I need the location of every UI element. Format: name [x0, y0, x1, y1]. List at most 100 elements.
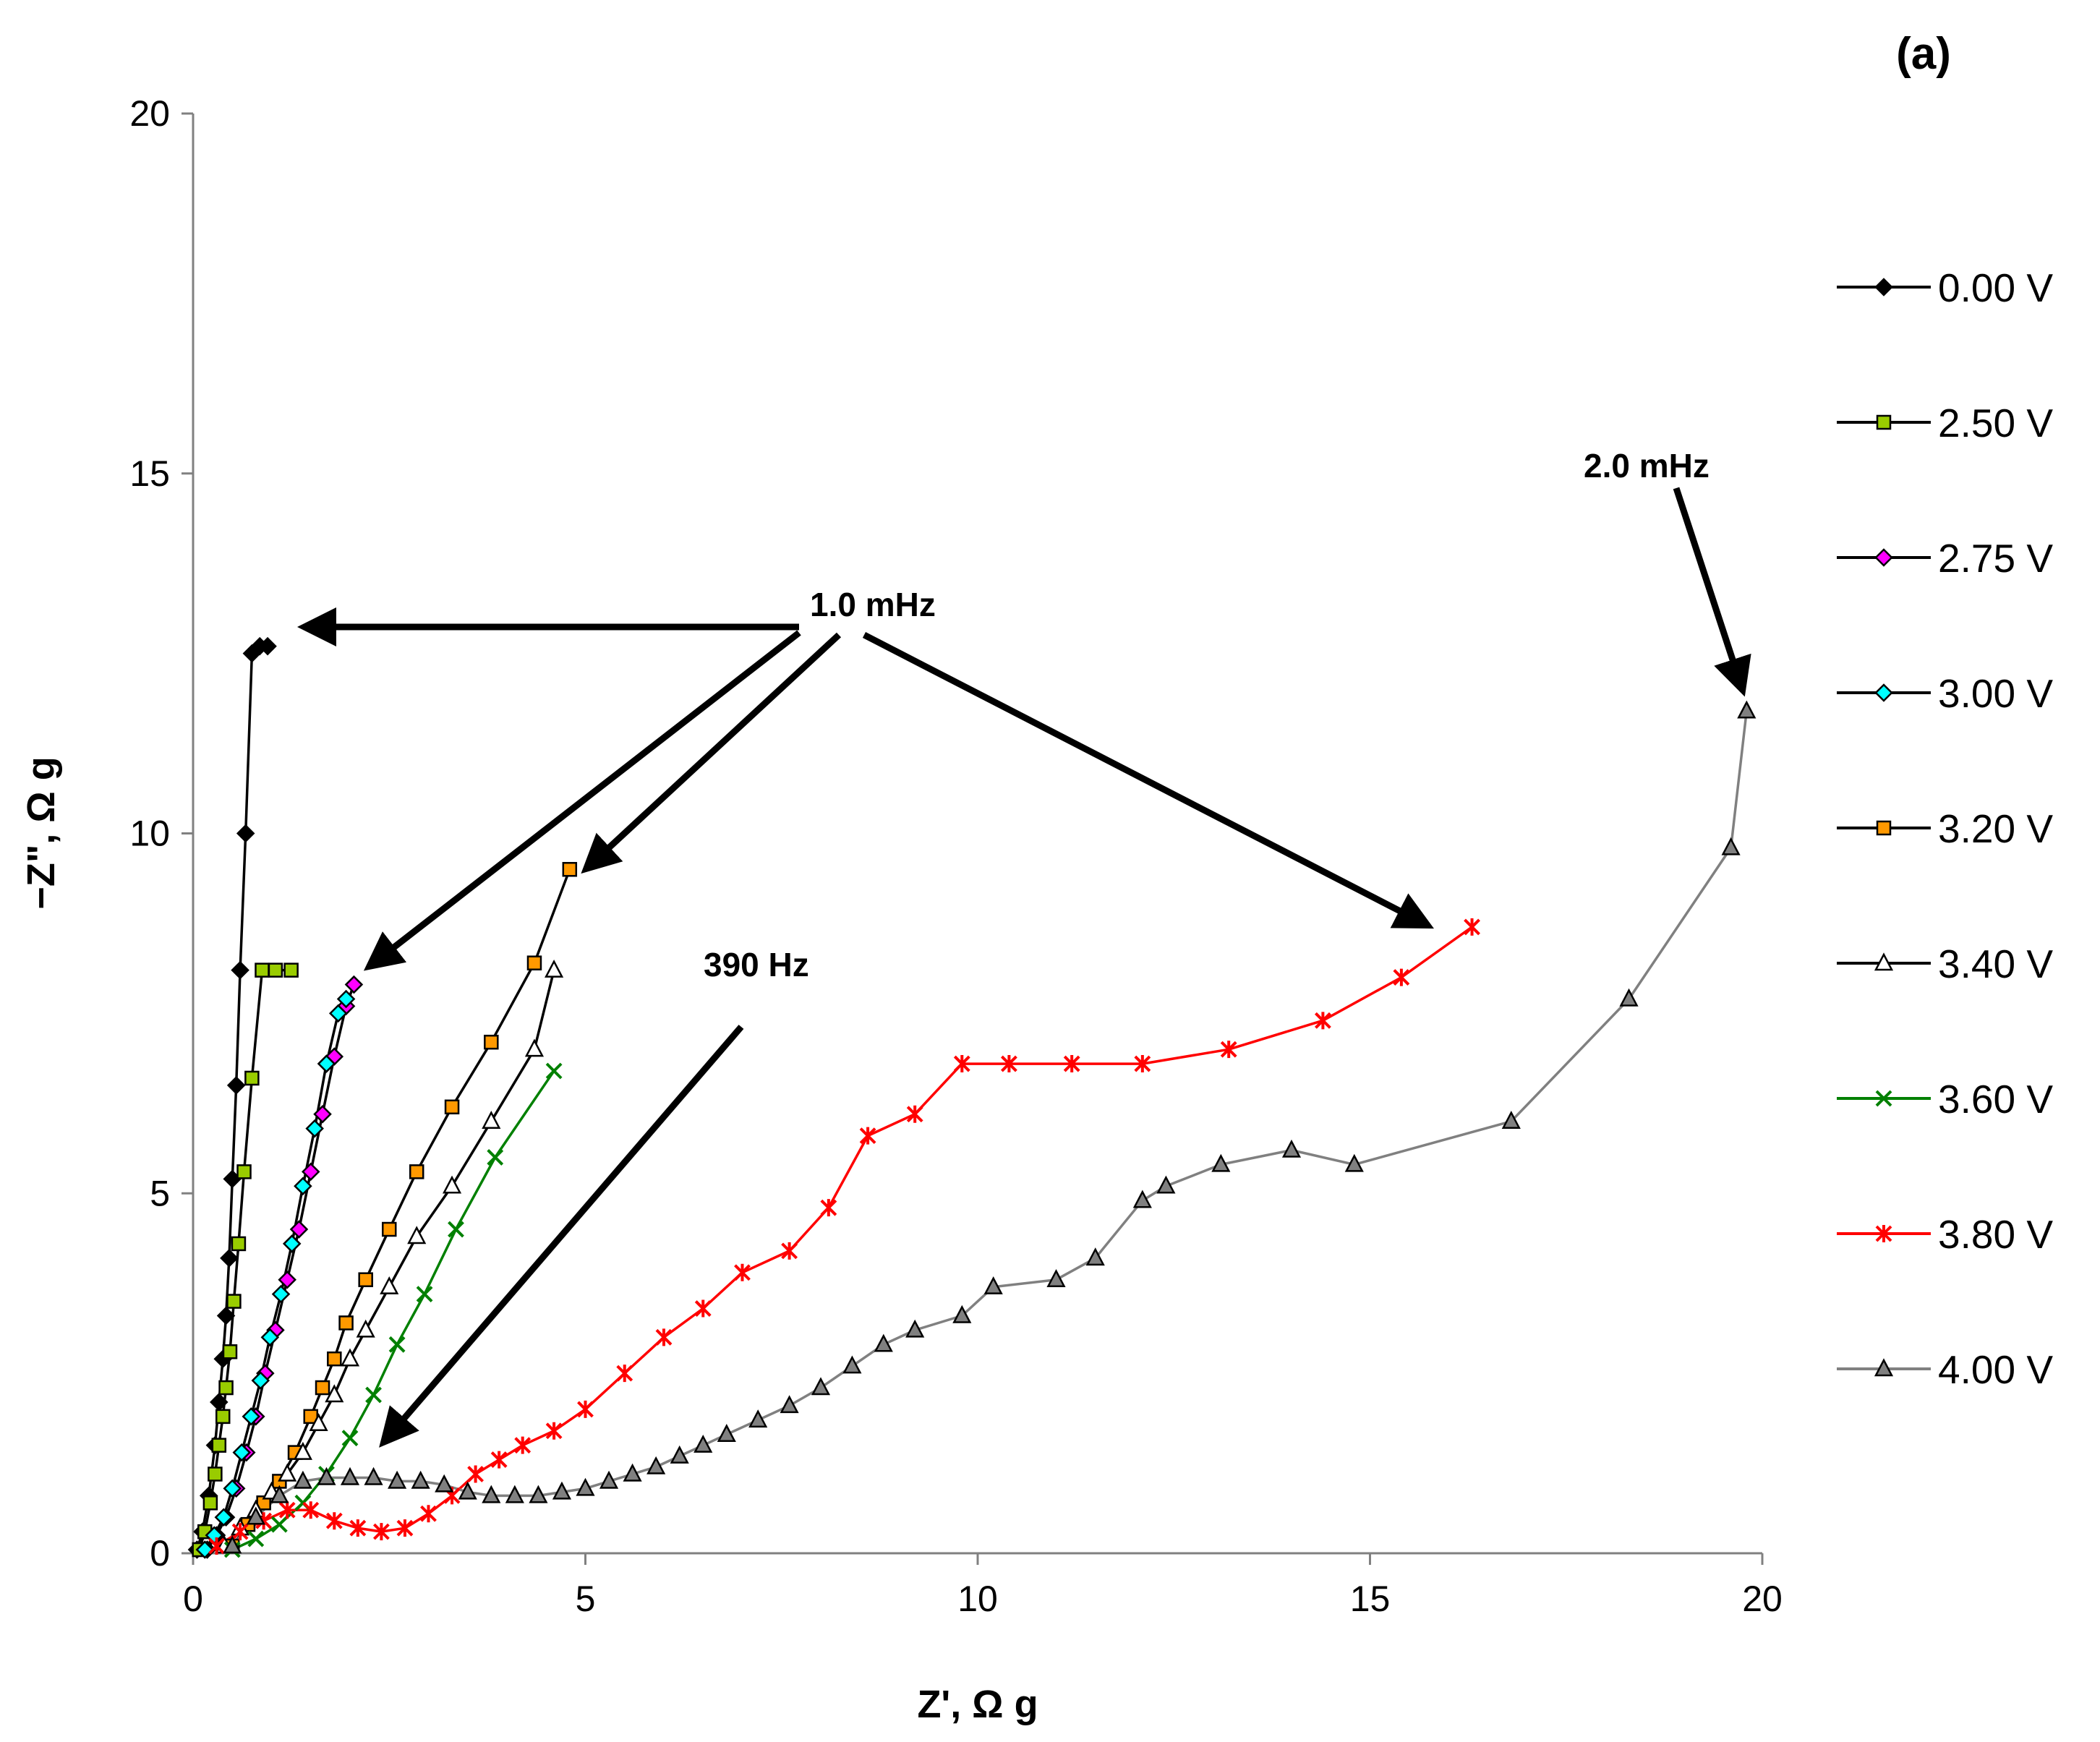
data-point — [382, 1221, 397, 1237]
data-point — [646, 1456, 666, 1474]
legend-label: 3.00 V — [1938, 671, 2053, 716]
data-point — [380, 1276, 399, 1294]
data-point — [442, 1175, 462, 1194]
series-line-7 — [215, 926, 1473, 1547]
data-point — [545, 959, 564, 978]
legend-marker — [1876, 820, 1892, 836]
data-point — [1046, 1269, 1066, 1287]
data-point — [317, 1054, 336, 1073]
data-point — [545, 1422, 563, 1440]
data-point — [1281, 1139, 1302, 1158]
series-markers — [187, 636, 1757, 1559]
legend-label: 4.00 V — [1938, 1347, 2053, 1392]
data-point — [365, 1386, 382, 1404]
annotation-390hz: 390 Hz — [704, 946, 809, 983]
data-point — [529, 1485, 548, 1503]
data-point — [294, 1177, 312, 1196]
legend-label: 0.00 V — [1938, 265, 2053, 310]
legend-entry: 3.60 V — [1837, 1077, 2053, 1122]
data-point — [748, 1409, 768, 1428]
data-point — [693, 1434, 713, 1453]
data-point — [1000, 1055, 1017, 1073]
data-point — [616, 1365, 633, 1383]
data-point — [208, 1537, 225, 1555]
panel-label: (a) — [1896, 29, 1951, 79]
legend-label: 3.60 V — [1938, 1077, 2053, 1122]
data-point — [356, 1319, 375, 1338]
data-point — [1156, 1175, 1176, 1194]
data-point — [364, 1466, 383, 1485]
data-point — [905, 1319, 925, 1338]
x-tick-label: 20 — [1742, 1579, 1783, 1619]
data-point — [325, 1512, 343, 1530]
legend-marker — [1874, 1358, 1894, 1377]
data-point — [1134, 1055, 1151, 1073]
data-point — [211, 1438, 227, 1453]
data-point — [670, 1445, 689, 1464]
data-point — [780, 1395, 799, 1414]
data-point — [717, 1424, 736, 1442]
data-point — [258, 636, 277, 656]
data-point — [372, 1523, 390, 1541]
data-point — [484, 1034, 499, 1050]
data-point — [623, 1463, 642, 1482]
data-point — [1721, 837, 1741, 855]
data-point — [694, 1299, 712, 1318]
legend-entry: 3.80 V — [1837, 1212, 2053, 1257]
data-point — [231, 1523, 249, 1541]
data-point — [270, 1516, 288, 1533]
legend-entry: 4.00 V — [1837, 1347, 2053, 1392]
data-point — [514, 1436, 532, 1454]
data-point — [487, 1149, 504, 1166]
arrow-1mhz-to-320v — [581, 632, 842, 874]
data-point — [811, 1377, 831, 1396]
y-axis-label: −Z", Ω g — [20, 756, 63, 909]
data-point — [407, 1226, 427, 1244]
data-point — [552, 1481, 572, 1500]
data-point — [448, 1221, 464, 1238]
data-point — [208, 1466, 223, 1482]
data-point — [268, 962, 283, 978]
data-point — [1737, 700, 1757, 719]
legend: 0.00 V 2.50 V 2.75 V 3.00 V 3.20 V 3.40 V 3.60… — [1837, 265, 2053, 1392]
data-point — [458, 1481, 477, 1500]
data-point — [278, 1463, 297, 1482]
data-point — [1619, 988, 1639, 1007]
data-point — [435, 1474, 454, 1493]
y-tick-label: 0 — [150, 1533, 170, 1574]
data-point — [576, 1477, 595, 1496]
data-point — [246, 1506, 265, 1525]
data-point — [526, 955, 542, 970]
data-point — [222, 1344, 238, 1359]
data-point — [278, 1501, 296, 1519]
legend-marker — [1875, 1225, 1892, 1242]
data-point — [420, 1505, 437, 1523]
legend-marker — [1874, 683, 1893, 702]
data-point — [1211, 1153, 1231, 1172]
data-point — [260, 1328, 280, 1347]
data-point — [1501, 1111, 1521, 1129]
data-point — [524, 1038, 545, 1057]
data-point — [336, 989, 356, 1009]
data-point — [216, 1306, 236, 1325]
series-lines — [195, 644, 1749, 1551]
data-point — [953, 1055, 970, 1073]
data-point — [358, 1272, 373, 1287]
data-point — [1132, 1190, 1152, 1208]
data-point — [599, 1470, 619, 1489]
data-point — [215, 1409, 231, 1425]
arrow-1mhz-to-275v — [363, 630, 801, 971]
legend-label: 3.20 V — [1938, 806, 2053, 851]
data-point — [231, 960, 249, 980]
data-point — [467, 1465, 485, 1483]
data-point — [214, 1508, 234, 1527]
y-tick-label: 20 — [129, 93, 170, 134]
data-point — [545, 1062, 563, 1080]
data-point — [236, 824, 255, 843]
legend-marker — [1874, 952, 1894, 971]
data-point — [859, 1127, 876, 1145]
data-point — [226, 1076, 246, 1095]
x-tick-label: 10 — [957, 1579, 998, 1619]
data-point — [289, 1220, 309, 1239]
data-point — [341, 1430, 359, 1447]
